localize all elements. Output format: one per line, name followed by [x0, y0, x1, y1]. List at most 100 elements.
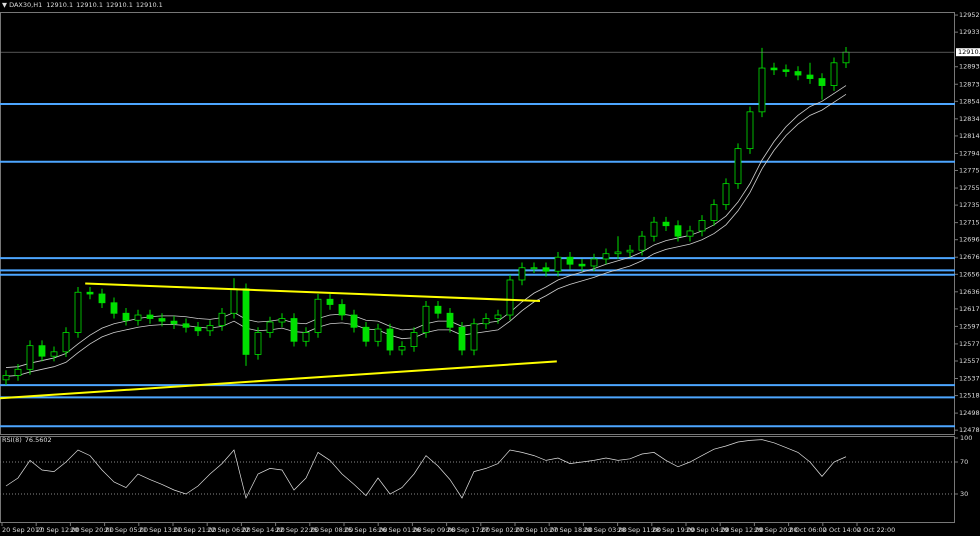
candle-body — [758, 67, 766, 113]
candle-body — [638, 235, 646, 251]
candle-body — [434, 305, 442, 314]
candle-body — [626, 249, 634, 253]
y-tick-label: 12676.0 — [959, 253, 980, 261]
x-tick-label: 28 Sep 03:00 — [583, 526, 626, 534]
menu-arrow: ▼ — [2, 1, 9, 9]
x-tick-label: 26 Sep 01:00 — [378, 526, 421, 534]
y-tick-label: 12656.5 — [959, 270, 980, 278]
current-price-box — [956, 48, 980, 57]
candle-body — [146, 314, 154, 319]
y-tick-label: 12755.0 — [959, 184, 980, 192]
trendline — [85, 282, 541, 303]
rsi-value: 76.5602 — [25, 436, 52, 444]
candle-body — [314, 298, 322, 333]
trendline — [0, 360, 557, 400]
rsi-tick-label: 100 — [960, 434, 972, 442]
candle-body — [578, 263, 586, 267]
y-tick-label: 12873.5 — [959, 80, 980, 88]
x-tick-label: 25 Sep 16:00 — [344, 526, 387, 534]
candle-body — [794, 71, 802, 76]
y-tick-label: 12498.0 — [959, 409, 980, 417]
candle-body — [122, 312, 130, 321]
symbol: DAX30,H1 — [9, 1, 42, 9]
candle-body — [266, 321, 274, 333]
x-tick-label: 21 Sep 05:00 — [105, 526, 148, 534]
x-tick-label: 2 Oct 22:00 — [857, 526, 895, 534]
candle-body — [566, 256, 574, 265]
y-tick-label: 12478.5 — [959, 426, 980, 434]
candle-body — [410, 332, 418, 347]
candle-body — [242, 288, 250, 355]
candle-body — [218, 312, 226, 326]
x-tick-label: 20 Sep 12:00 — [36, 526, 79, 534]
y-tick-label: 12735.5 — [959, 201, 980, 209]
candle-body — [290, 318, 298, 342]
y-tick-label: 12557.5 — [959, 357, 980, 365]
x-tick-label: 29 Sep 20:00 — [754, 526, 797, 534]
candle-body — [830, 62, 838, 86]
y-tick-label: 12952.5 — [959, 11, 980, 19]
y-tick-label: 12577.0 — [959, 340, 980, 348]
x-tick-label: 29 Sep 12:00 — [720, 526, 763, 534]
y-tick-label: 12696.0 — [959, 236, 980, 244]
rsi-panel — [0, 436, 955, 523]
candle-body — [722, 183, 730, 206]
candle-body — [158, 318, 166, 322]
candle-body — [374, 328, 382, 342]
x-tick-label: 21 Sep 13:00 — [139, 526, 182, 534]
x-tick-label: 27 Sep 02:00 — [481, 526, 524, 534]
candle-body — [806, 74, 814, 79]
x-tick-label: 21 Sep 21:00 — [173, 526, 216, 534]
candle-body — [506, 279, 514, 316]
candle-body — [662, 221, 670, 227]
candle-body — [86, 291, 94, 295]
x-tick-label: 20 Sep 2017 — [2, 526, 43, 534]
candle-body — [74, 291, 82, 333]
candle-body — [230, 288, 238, 314]
rsi-title: RSI(8) 76.5602 — [2, 436, 52, 444]
candle-body — [14, 368, 22, 376]
candle-body — [134, 314, 142, 321]
candle-body — [62, 332, 70, 353]
candle-body — [50, 351, 58, 357]
candle-body — [602, 253, 610, 260]
candle-body — [530, 267, 538, 270]
candle-body — [710, 204, 718, 221]
y-tick-label: 12814.5 — [959, 132, 980, 140]
candle-body — [686, 230, 694, 237]
y-tick-label: 12715.5 — [959, 219, 980, 227]
quote: 12910.1 — [46, 1, 73, 9]
x-tick-label: 22 Sep 06:00 — [207, 526, 250, 534]
x-tick-label: 29 Sep 04:00 — [686, 526, 729, 534]
candle-body — [470, 323, 478, 351]
quote: 12910.1 — [76, 1, 103, 9]
candle-body — [398, 346, 406, 351]
candle-body — [746, 111, 754, 150]
y-tick-label: 12518.0 — [959, 392, 980, 400]
y-tick-label: 12597.0 — [959, 322, 980, 330]
y-tick-label: 12537.5 — [959, 375, 980, 383]
candle-body — [338, 304, 346, 316]
header: ▼ DAX30,H1 12910.1 12910.1 12910.1 12910.1 — [2, 1, 163, 9]
candle-body — [278, 318, 286, 323]
candle-body — [770, 67, 778, 71]
candle-body — [614, 251, 622, 255]
x-tick-label: 2 Oct 14:00 — [823, 526, 861, 534]
x-tick-label: 26 Sep 09:00 — [412, 526, 455, 534]
candle-body — [554, 256, 562, 272]
candle-body — [362, 326, 370, 342]
candle-body — [206, 325, 214, 332]
y-tick-label: 12854.0 — [959, 97, 980, 105]
x-tick-label: 22 Sep 14:00 — [241, 526, 284, 534]
main-panel — [0, 12, 955, 435]
candle-body — [302, 332, 310, 342]
current-price-label: 12910.1 — [958, 48, 980, 56]
y-tick-label: 12893.5 — [959, 63, 980, 71]
candle-body — [674, 225, 682, 237]
candle-body — [782, 69, 790, 72]
y-tick-label: 12933.0 — [959, 28, 980, 36]
candle-body — [26, 345, 34, 370]
candle-body — [842, 51, 850, 64]
candle-body — [194, 326, 202, 332]
candle-body — [170, 320, 178, 325]
